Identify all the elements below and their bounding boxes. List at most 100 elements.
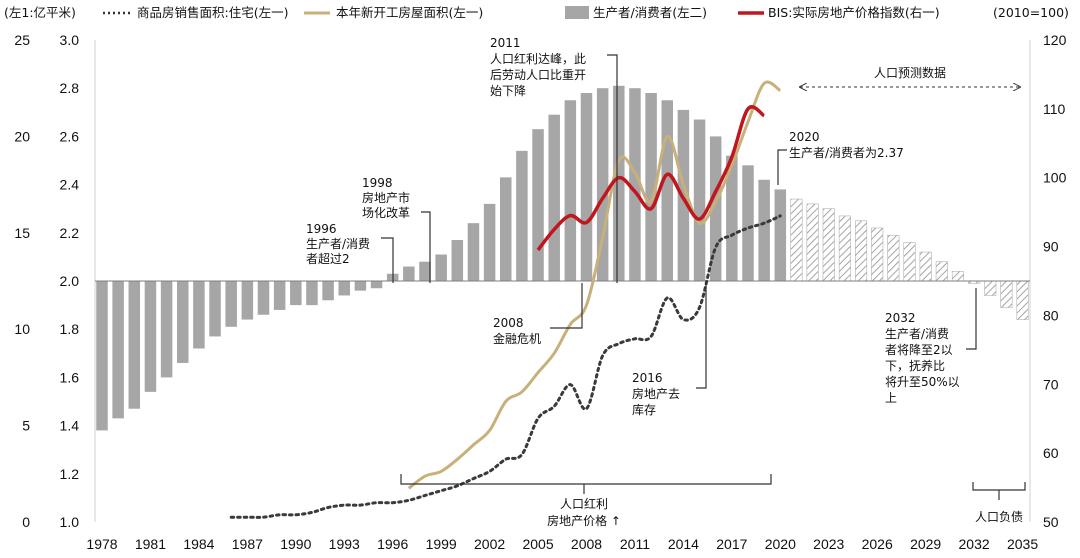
ratio-bar xyxy=(354,281,367,291)
series-lines xyxy=(229,80,782,519)
ratio-bar xyxy=(273,281,286,310)
right-tick-label: 90 xyxy=(1043,239,1059,255)
ratio-bar xyxy=(580,93,593,282)
ratio-bar xyxy=(290,281,302,306)
left2-tick-label: 1.8 xyxy=(60,321,80,337)
legend-ratio-swatch xyxy=(565,6,589,19)
right-tick-label: 120 xyxy=(1043,32,1067,48)
x-tick-label: 1999 xyxy=(426,536,457,552)
x-tick-label: 2035 xyxy=(1007,536,1038,552)
legend-ratio-label: 生产者/消费者(左二) xyxy=(593,5,707,20)
right-tick-label: 70 xyxy=(1043,376,1059,392)
ratio-bar xyxy=(322,281,334,301)
ratio-bar-forecast xyxy=(1016,280,1029,320)
left2-tick-label: 2.8 xyxy=(60,80,80,96)
annotation-2008: 2008 金融危机 xyxy=(493,316,541,346)
ratio-bar xyxy=(451,240,464,281)
ratio-bar xyxy=(370,281,383,289)
ratio-bar xyxy=(629,88,641,281)
ratio-bar-forecast xyxy=(903,242,916,282)
left1-tick-label: 0 xyxy=(22,514,30,530)
ratio-bar xyxy=(709,136,722,281)
annotation-2011: 2011 人口红利达峰，此后劳动人口比重开始下降 xyxy=(490,36,586,98)
x-tick-label: 2029 xyxy=(910,536,941,552)
ratio-bar-forecast xyxy=(790,198,803,282)
x-tick-label: 2002 xyxy=(474,536,505,552)
right-tick-label: 110 xyxy=(1043,101,1066,117)
ratio-bar-forecast xyxy=(871,227,884,282)
right-tick-label: 50 xyxy=(1043,514,1059,530)
ratio-bar-forecast xyxy=(854,220,868,282)
ratio-bar xyxy=(177,281,189,363)
x-tick-label: 1984 xyxy=(183,536,214,552)
ratio-bar xyxy=(596,88,609,281)
x-tick-label: 2017 xyxy=(716,536,747,552)
x-tick-label: 1996 xyxy=(377,536,408,552)
annotation-1996: 1996 生产者/消费者超过2 xyxy=(306,222,370,266)
legend-right-note: (2010=100) xyxy=(993,5,1069,20)
x-tick-label: 1978 xyxy=(86,536,117,552)
x-tick-label: 1990 xyxy=(280,536,311,552)
x-tick-label: 1981 xyxy=(135,536,166,552)
ratio-bar xyxy=(467,223,480,281)
left1-tick-label: 25 xyxy=(14,32,30,48)
sales-line xyxy=(229,214,782,519)
left2-tick-label: 1.4 xyxy=(60,418,80,434)
annotation-2011-leader xyxy=(607,54,618,283)
ratio-bar xyxy=(645,93,657,282)
ratio-bar xyxy=(661,100,673,281)
left2-tick-label: 1.6 xyxy=(60,369,80,385)
x-tick-label: 1987 xyxy=(232,536,263,552)
ratio-bar xyxy=(306,281,318,306)
ratio-bar-forecast xyxy=(806,203,819,282)
annotation-2032-leader xyxy=(966,288,977,350)
annotation-2016-leader xyxy=(696,283,707,389)
ratio-bar xyxy=(532,129,544,281)
annotation-2020: 2020 生产者/消费者为2.37 xyxy=(789,130,904,160)
ratio-bar xyxy=(112,281,124,419)
ratio-bar xyxy=(403,266,415,281)
legend-sales-label: 商品房销售面积:住宅(左一) xyxy=(137,5,288,20)
left2-tick-label: 2.4 xyxy=(60,177,80,193)
x-tick-label: 2014 xyxy=(668,536,699,552)
x-tick-label: 2023 xyxy=(813,536,844,552)
bis-line xyxy=(536,105,766,252)
legend: (左1:亿平米) 商品房销售面积:住宅(左一) 本年新开工房屋面积(左一) 生产… xyxy=(4,5,1069,20)
bracket-demographic-dividend xyxy=(400,474,772,485)
x-tick-label: 2011 xyxy=(620,536,650,552)
bracket-demographic-debt xyxy=(972,482,1026,491)
ratio-bar-forecast xyxy=(984,280,997,296)
annotation-2020-leader xyxy=(777,149,787,185)
left2-tick-label: 2.0 xyxy=(60,273,80,289)
right-tick-label: 80 xyxy=(1043,307,1059,323)
ratio-bar xyxy=(483,203,496,281)
ratio-bar xyxy=(774,189,787,281)
bracket-label-3: 人口负债 xyxy=(975,510,1023,524)
left1-tick-label: 20 xyxy=(14,128,30,144)
ratio-bar xyxy=(564,100,577,281)
ratio-bar xyxy=(128,281,141,409)
bracket-label-1: 人口红利 xyxy=(560,496,608,511)
left2-tick-label: 1.2 xyxy=(60,466,80,482)
legend-starts-label: 本年新开工房屋面积(左一) xyxy=(336,5,483,20)
annotation-2008-leader xyxy=(550,283,583,329)
axis-ticks: 0 5 10 15 20 25 1.0 1.2 1.4 1.6 1.8 2.0 2.2 2.4 2.6 2.8… xyxy=(14,32,1066,552)
x-tick-label: 2020 xyxy=(765,536,796,552)
left1-tick-label: 15 xyxy=(14,225,30,241)
ratio-bar xyxy=(516,150,528,281)
ratio-bar xyxy=(742,165,754,281)
x-tick-label: 2026 xyxy=(862,536,893,552)
ratio-bar xyxy=(613,85,625,281)
x-tick-label: 2005 xyxy=(522,536,553,552)
ratio-bar xyxy=(96,281,108,431)
annotation-1996-leader xyxy=(381,237,394,283)
annotation-2032: 2032 生产者/消费者将降至2以下，抚养比将升至50%以上 xyxy=(885,311,960,405)
left2-tick-label: 2.2 xyxy=(60,225,80,241)
left2-tick-label: 2.6 xyxy=(60,128,80,144)
ratio-bar-forecast xyxy=(822,208,835,282)
legend-bis-label: BIS:实际房地产价格指数(右一) xyxy=(768,5,940,20)
ratio-bar-forecast xyxy=(935,261,948,282)
ratio-bar-forecast xyxy=(838,215,851,282)
ratio-bar-forecast xyxy=(887,234,900,282)
